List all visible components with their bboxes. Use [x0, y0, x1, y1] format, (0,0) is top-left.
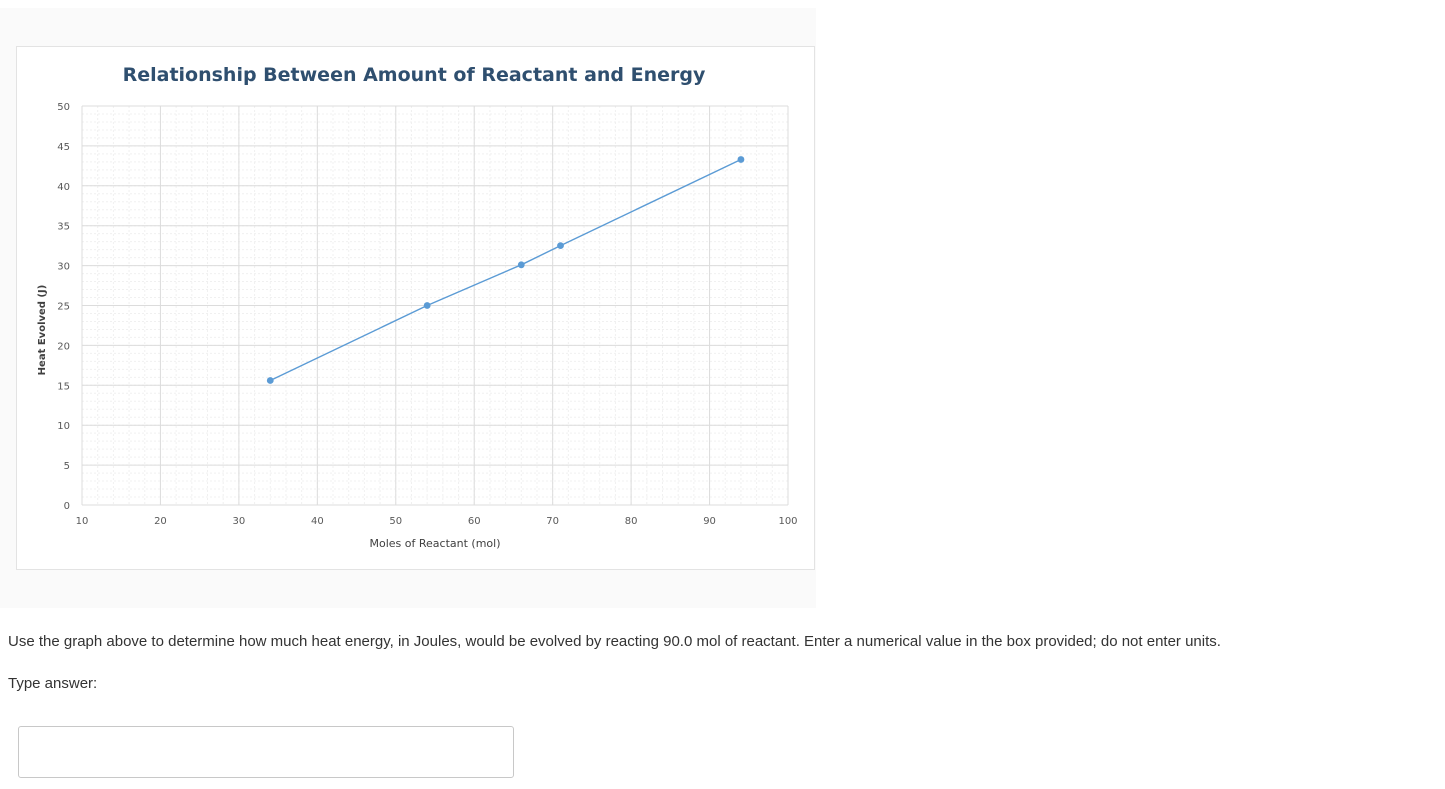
y-tick-label: 35 [57, 222, 70, 233]
chart-image-frame [16, 46, 815, 570]
x-tick-label: 80 [625, 516, 638, 527]
data-point [423, 302, 431, 309]
y-tick-label: 10 [57, 421, 70, 432]
grid-lines [81, 105, 789, 506]
x-tick-label: 50 [389, 516, 402, 527]
y-tick-label: 15 [57, 381, 70, 392]
answer-label: Type answer: [8, 675, 98, 692]
x-tick-label: 30 [233, 516, 246, 527]
y-tick-label: 5 [64, 461, 70, 472]
question-text: Use the graph above to determine how muc… [8, 633, 1221, 650]
tick-labels: 10 20 30 40 50 60 70 80 90 100 0 5 10 15 20 25 30 35 40 45 5… [57, 102, 797, 527]
y-tick-label: 40 [57, 182, 70, 193]
x-tick-label: 90 [703, 516, 716, 527]
x-tick-label: 10 [76, 516, 89, 527]
line-chart: Relationship Between Amount of Reactant … [37, 64, 798, 550]
x-tick-label: 100 [778, 516, 797, 527]
y-tick-label: 0 [64, 501, 70, 512]
chart-title: Relationship Between Amount of Reactant … [123, 64, 706, 86]
x-tick-label: 60 [468, 516, 481, 527]
data-point [517, 261, 525, 269]
y-tick-label: 20 [57, 341, 70, 352]
y-axis-title: Heat Evolved (J) [37, 285, 48, 376]
x-axis-title: Moles of Reactant (mol) [370, 537, 501, 550]
y-tick-label: 30 [57, 262, 70, 273]
x-tick-label: 40 [311, 516, 324, 527]
data-series [266, 156, 745, 384]
y-tick-label: 45 [57, 142, 70, 153]
y-tick-label: 50 [57, 102, 70, 113]
y-tick-label: 25 [57, 302, 70, 313]
data-point [557, 242, 564, 250]
x-tick-label: 70 [546, 516, 559, 527]
data-point [266, 377, 274, 384]
x-tick-label: 20 [154, 516, 167, 527]
answer-input[interactable] [18, 726, 514, 778]
data-point [737, 156, 745, 163]
